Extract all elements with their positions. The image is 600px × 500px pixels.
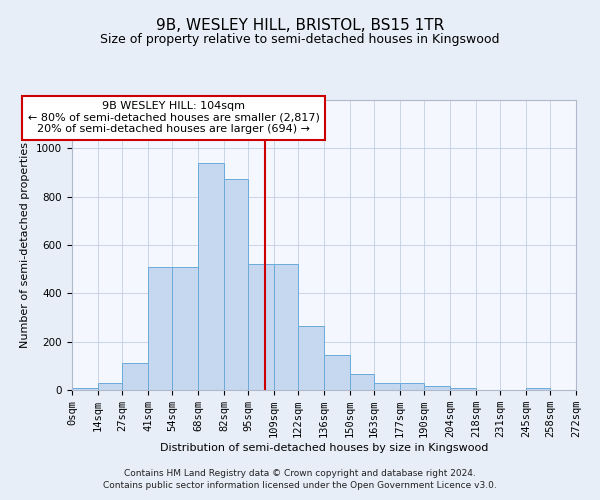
Text: Contains HM Land Registry data © Crown copyright and database right 2024.
Contai: Contains HM Land Registry data © Crown c…	[103, 468, 497, 490]
Text: Size of property relative to semi-detached houses in Kingswood: Size of property relative to semi-detach…	[100, 32, 500, 46]
Text: 9B WESLEY HILL: 104sqm
← 80% of semi-detached houses are smaller (2,817)
20% of : 9B WESLEY HILL: 104sqm ← 80% of semi-det…	[28, 101, 320, 134]
Y-axis label: Number of semi-detached properties: Number of semi-detached properties	[20, 142, 31, 348]
Bar	[526, 388, 550, 390]
Bar	[298, 326, 324, 390]
Bar	[72, 388, 98, 390]
Bar	[274, 264, 298, 390]
Text: 9B, WESLEY HILL, BRISTOL, BS15 1TR: 9B, WESLEY HILL, BRISTOL, BS15 1TR	[156, 18, 444, 32]
Bar	[248, 264, 274, 390]
Bar	[450, 388, 476, 390]
Bar	[324, 355, 350, 390]
Bar	[400, 383, 424, 390]
X-axis label: Distribution of semi-detached houses by size in Kingswood: Distribution of semi-detached houses by …	[160, 443, 488, 453]
Bar	[172, 267, 198, 390]
Bar	[374, 383, 400, 390]
Bar	[148, 267, 172, 390]
Bar	[424, 386, 450, 390]
Bar	[350, 374, 374, 390]
Bar	[198, 163, 224, 390]
Bar	[122, 364, 148, 390]
Bar	[224, 178, 248, 390]
Bar	[98, 383, 122, 390]
